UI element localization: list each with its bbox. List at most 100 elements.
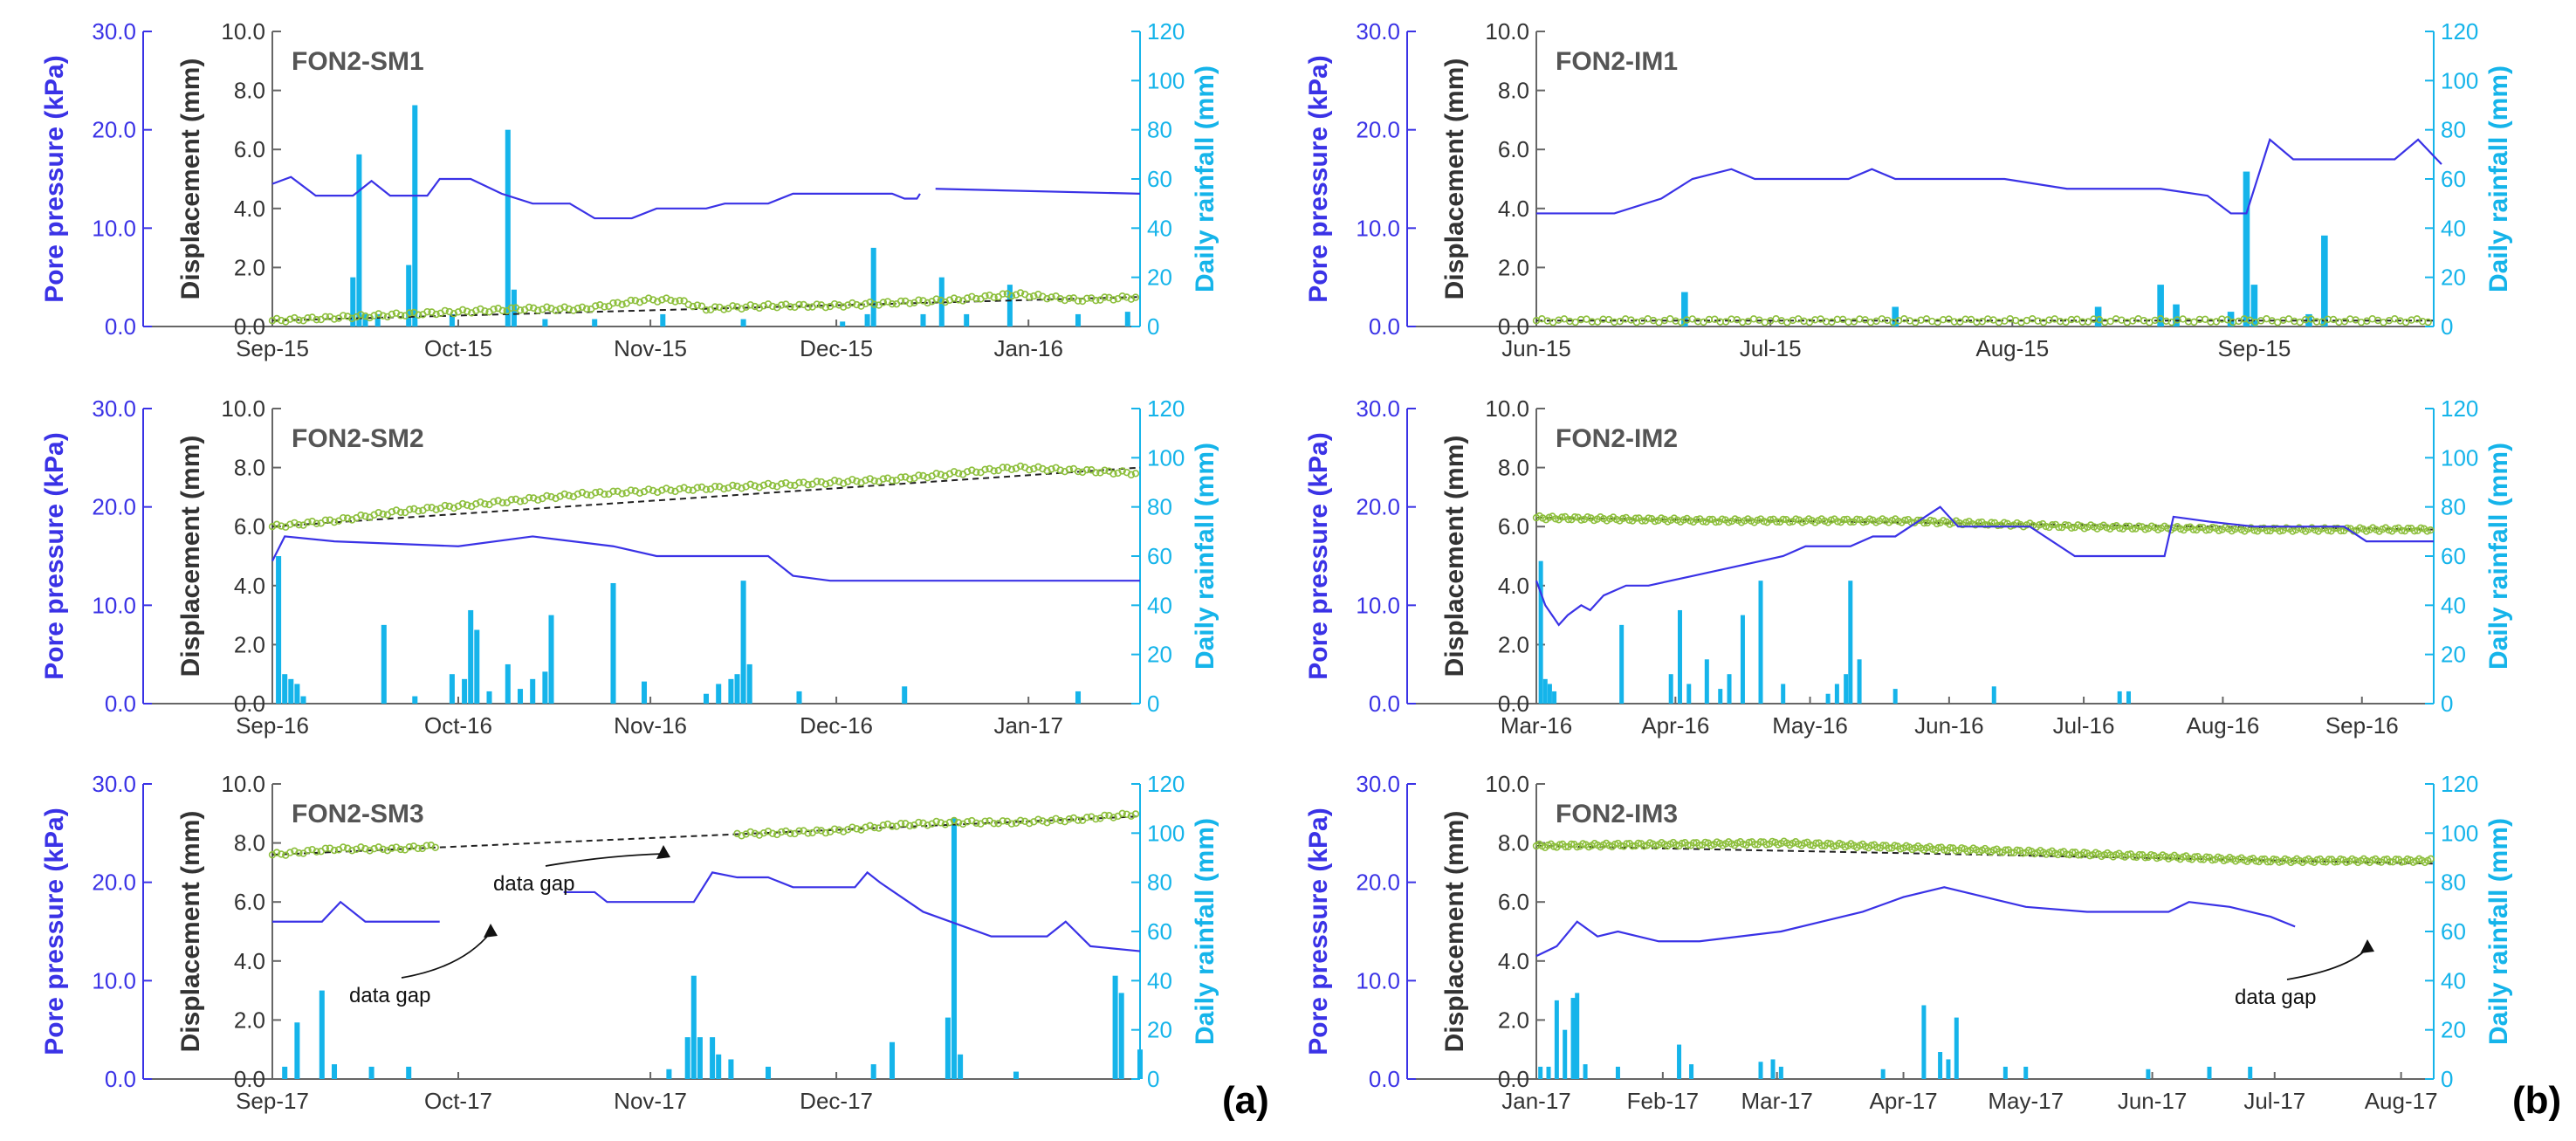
displacement-trend-line [271, 466, 1141, 528]
displacement-point [720, 485, 728, 493]
displacement-point [1131, 470, 1140, 478]
displacement-point [1118, 809, 1126, 817]
rainfall-bar [1781, 684, 1786, 704]
displacement-point [1751, 841, 1759, 849]
displacement-point [1007, 820, 1016, 828]
rainfall-bar [1583, 1064, 1588, 1079]
rain-tick-label: 80 [1147, 494, 1172, 520]
displacement-point [1766, 516, 1775, 524]
displacement-point [964, 294, 972, 302]
displacement-point [1693, 515, 1700, 524]
displacement-point [1628, 842, 1637, 850]
pore-tick-label: 10.0 [1356, 592, 1400, 618]
rainfall-bar [1718, 689, 1723, 704]
displacement-point [2048, 520, 2057, 529]
displacement-point [888, 477, 896, 485]
disp-tick-label: 0.0 [1498, 691, 1529, 717]
displacement-point [1065, 294, 1074, 303]
displacement-point [693, 484, 702, 491]
displacement-point [676, 485, 683, 493]
rainfall-bar [870, 247, 876, 326]
disp-tick-label: 4.0 [1498, 573, 1529, 599]
rainfall-bar [1681, 292, 1688, 326]
pore-pressure-line [1535, 505, 2434, 627]
rainfall-bar [920, 313, 926, 326]
disp-tick-label: 8.0 [234, 455, 265, 481]
displacement-point [649, 486, 657, 495]
pore-tick-label: 0.0 [1369, 313, 1400, 340]
displacement-point [1101, 466, 1109, 474]
rain-tick-label: 120 [1147, 18, 1185, 45]
x-tick-label: Aug-17 [2365, 1088, 2438, 1114]
rainfall-bar [1677, 609, 1682, 704]
displacement-point [348, 847, 356, 855]
displacement-point [2385, 526, 2393, 534]
displacement-point [2116, 524, 2124, 533]
displacement-point [1034, 815, 1042, 823]
displacement-point [1030, 292, 1038, 300]
rainfall-bar [449, 313, 455, 326]
displacement-point [2424, 318, 2432, 326]
rainfall-bar [2321, 235, 2328, 326]
rainfall-bar [740, 319, 746, 326]
rainfall-bar [468, 609, 474, 704]
displacement-point [1039, 817, 1047, 825]
displacement-point [374, 508, 382, 517]
displacement-point [1828, 318, 1836, 326]
panel-label-b: (b) [2512, 1079, 2561, 1122]
pore-pressure-axis-label: Pore pressure (kPa) [1304, 432, 1333, 679]
rainfall-bar [1124, 312, 1130, 326]
displacement-point [357, 511, 365, 519]
disp-tick-label: 6.0 [1498, 136, 1529, 162]
pore-tick-label: 0.0 [105, 1066, 136, 1092]
displacement-point [888, 822, 896, 830]
displacement-point [361, 512, 369, 520]
pore-pressure-line [271, 535, 1140, 582]
rain-tick-label: 20 [2441, 1017, 2466, 1043]
displacement-point [1570, 513, 1579, 521]
displacement-point [321, 844, 330, 852]
displacement-point [924, 821, 931, 829]
rainfall-bar [1546, 1066, 1551, 1079]
displacement-point [879, 299, 888, 306]
pore-tick-label: 10.0 [1356, 967, 1400, 993]
rainfall-bar [1538, 1066, 1543, 1079]
displacement-point [2263, 526, 2271, 535]
displacement-point [1109, 814, 1117, 821]
displacement-point [2002, 846, 2009, 854]
displacement-point [1092, 469, 1100, 477]
chart-fon2-im2: 0.0 10.0 20.0 30.0 0.0 2.0 4.0 6.0 8.0 10.0 0 20 40 6… [1304, 395, 2513, 739]
rain-tick-label: 80 [1147, 869, 1172, 896]
rain-tick-label: 100 [1147, 444, 1185, 471]
displacement-point [406, 309, 414, 317]
rainfall-bar [666, 1069, 672, 1079]
disp-tick-label: 0.0 [234, 313, 265, 340]
rainfall-bar [1686, 684, 1692, 704]
displacement-point [2276, 527, 2284, 535]
rainfall-bar [474, 629, 480, 704]
displacement-point [1594, 318, 1602, 326]
displacement-point [711, 482, 719, 491]
rainfall-bar [690, 975, 697, 1079]
rainfall-bar [958, 1054, 964, 1079]
displacement-point [631, 297, 640, 305]
rainfall-bar [282, 1066, 288, 1079]
displacement-point [1577, 516, 1585, 524]
x-tick-label: May-17 [1988, 1088, 2064, 1114]
rainfall-bar [1758, 1062, 1763, 1079]
displacement-point [990, 293, 998, 301]
rain-tick-label: 120 [2441, 395, 2478, 422]
displacement-point [1016, 289, 1025, 297]
displacement-point [472, 500, 480, 508]
displacement-point [729, 481, 737, 490]
disp-tick-label: 8.0 [234, 78, 265, 104]
pore-pressure-axis-label: Pore pressure (kPa) [40, 55, 69, 302]
x-tick-label: Apr-17 [1870, 1088, 1938, 1114]
displacement-point [1030, 464, 1038, 473]
rainfall-bar [1538, 560, 1543, 704]
rainfall-bar [1619, 624, 1625, 704]
displacement-point [1946, 843, 1954, 852]
displacement-point [423, 504, 431, 512]
rainfall-bar [449, 674, 455, 704]
displacement-point [348, 314, 356, 323]
